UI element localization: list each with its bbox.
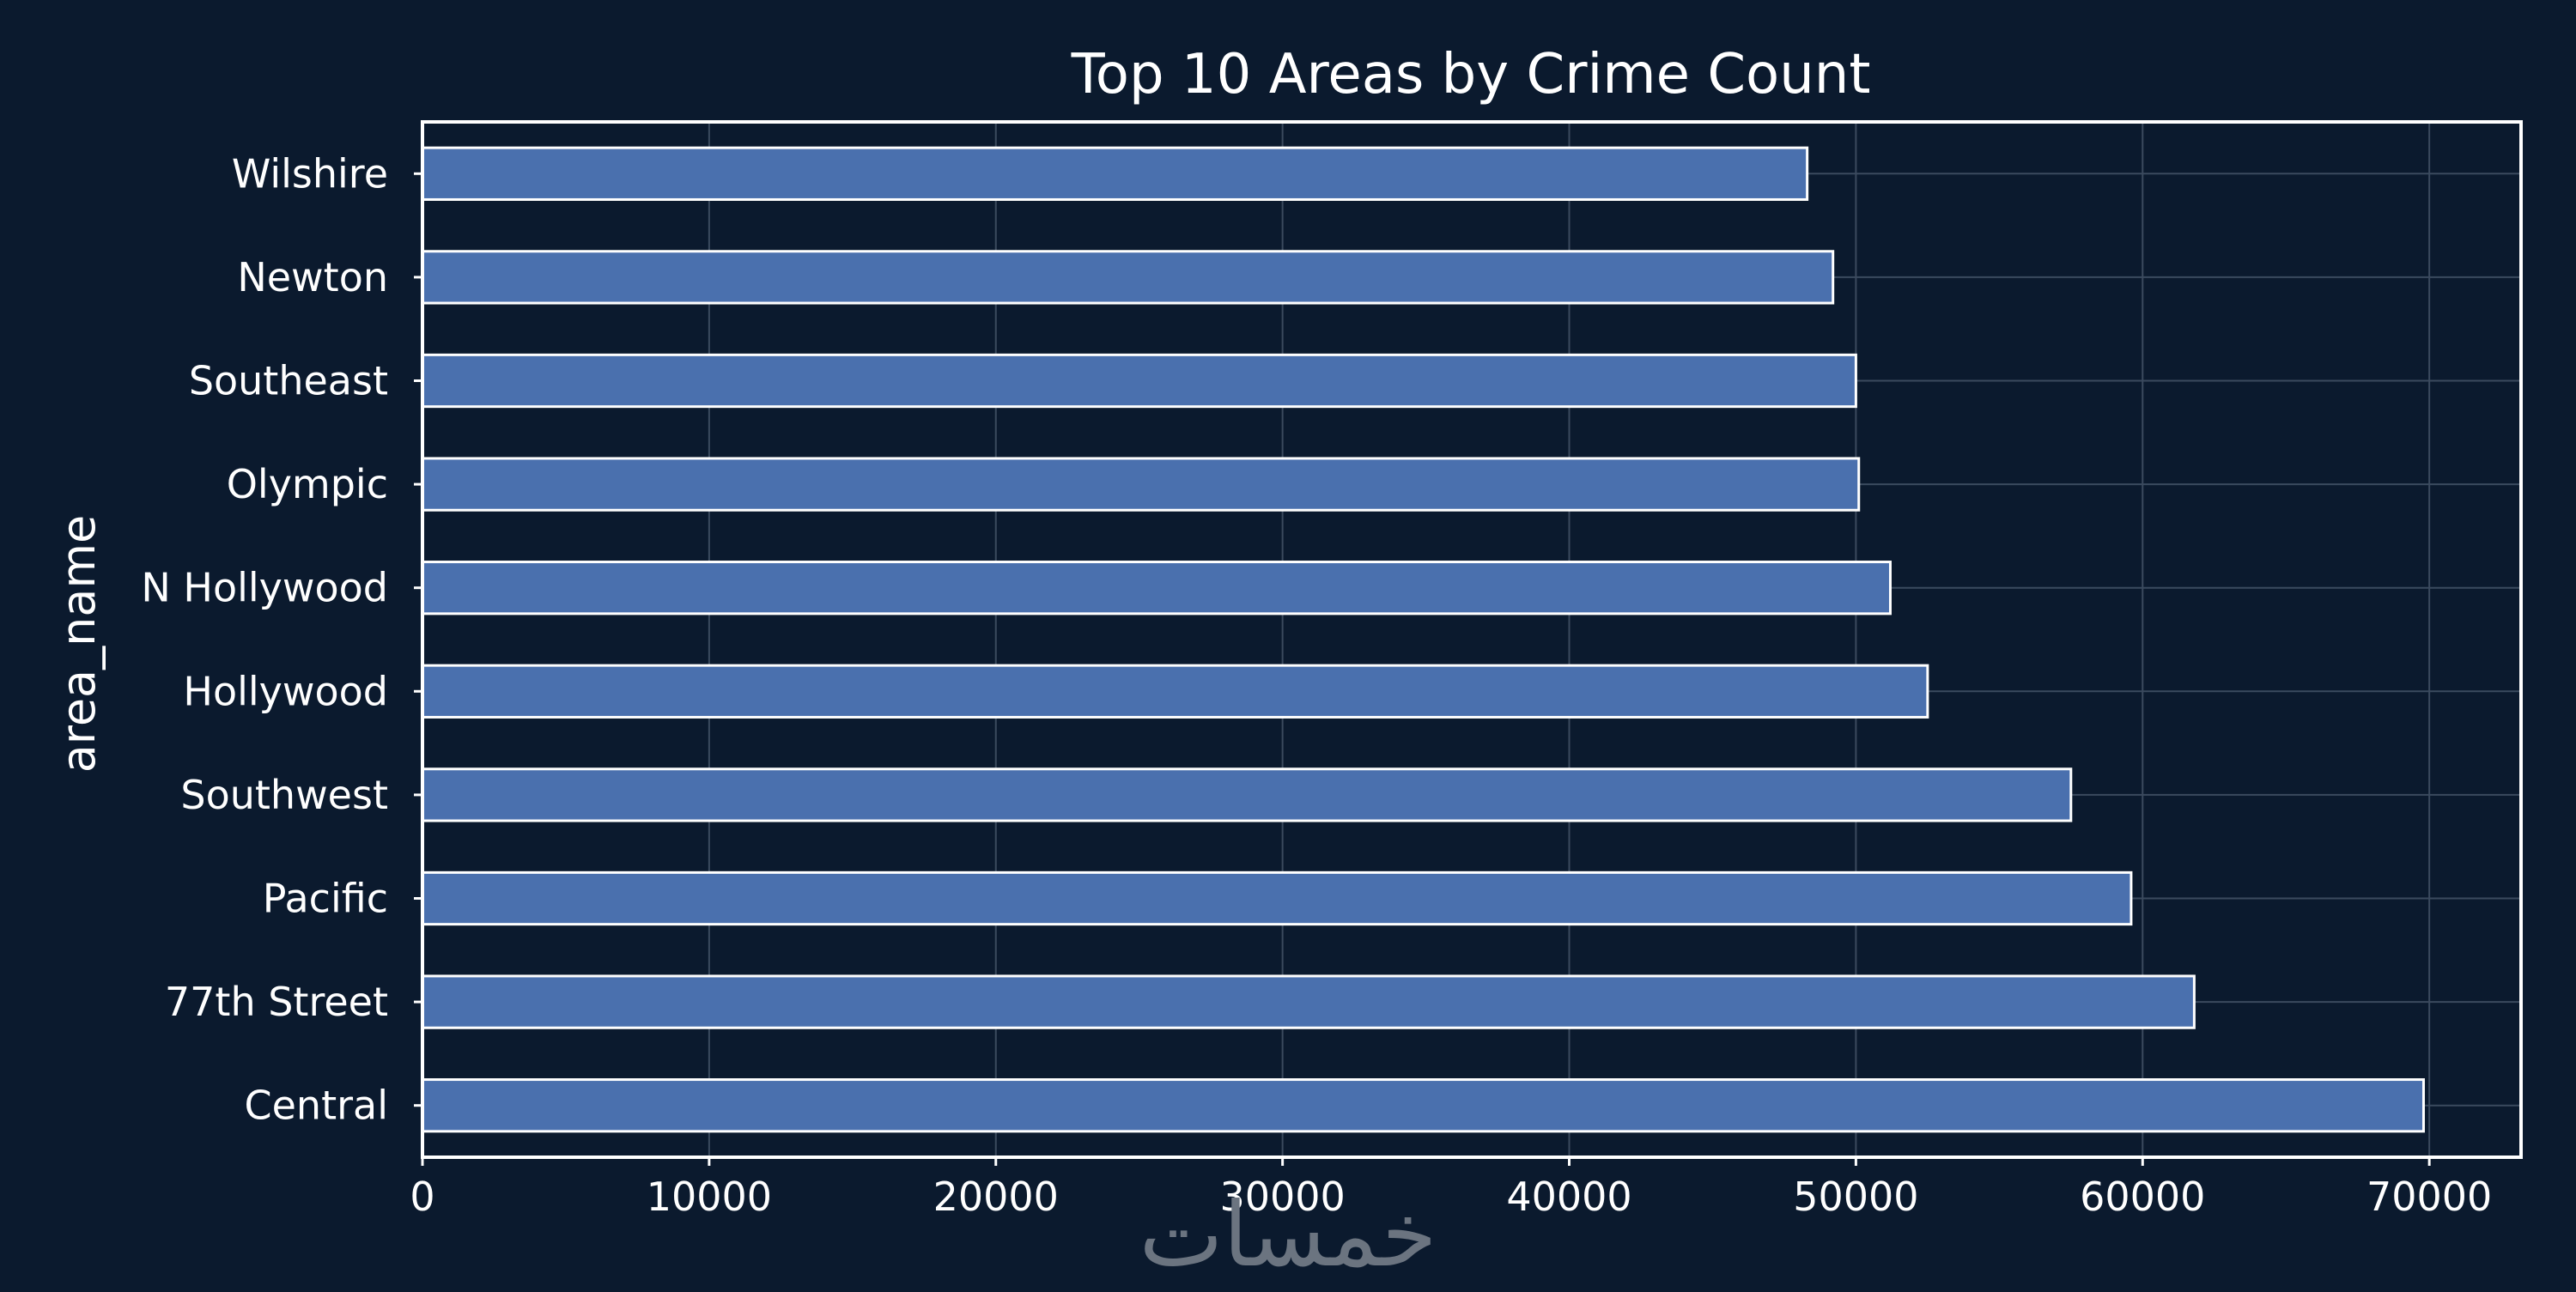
- plot-frame: [421, 120, 2523, 1159]
- y-tick-label: 77th Street: [165, 979, 388, 1025]
- x-tick-label: 20000: [933, 1174, 1059, 1220]
- bar: [421, 767, 2073, 822]
- x-tick-labels: 0 10000 20000 30000 40000 50000 60000 70000: [410, 1157, 2492, 1220]
- bar: [421, 664, 1929, 719]
- y-tick-label: Olympic: [227, 461, 388, 507]
- x-tick-label: 70000: [2366, 1174, 2492, 1220]
- x-tick-label: 60000: [2080, 1174, 2205, 1220]
- y-tick-label: Wilshire: [232, 150, 388, 197]
- bar: [421, 146, 1809, 201]
- y-tick-labels: Wilshire Newton Southeast Olympic N Hollywoo…: [141, 150, 422, 1129]
- y-tick-label: Newton: [237, 254, 388, 300]
- y-tick-label: Southeast: [189, 358, 388, 404]
- x-tick-label: 30000: [1219, 1174, 1345, 1220]
- bar: [421, 353, 1857, 409]
- bar: [421, 250, 1835, 305]
- y-tick-label: Pacific: [263, 876, 388, 922]
- x-tick-label: 10000: [647, 1174, 772, 1220]
- watermark: خمسات: [1139, 1182, 1437, 1287]
- y-tick-label: Central: [245, 1083, 389, 1129]
- bars: [421, 146, 2425, 1133]
- y-axis-label: area_name: [52, 515, 106, 773]
- bar: [421, 1078, 2425, 1133]
- x-tick-label: 0: [410, 1174, 434, 1220]
- x-tick-label: 40000: [1506, 1174, 1631, 1220]
- chart-title: Top 10 Areas by Crime Count: [1071, 43, 1871, 106]
- bar: [421, 870, 2133, 926]
- x-tick-label: 50000: [1793, 1174, 1918, 1220]
- bar: [421, 457, 1861, 512]
- bar: [421, 974, 2196, 1029]
- y-tick-label: Southwest: [180, 772, 388, 818]
- bar: [421, 561, 1892, 616]
- y-tick-label: Hollywood: [183, 668, 388, 714]
- y-tick-label: N Hollywood: [141, 565, 388, 611]
